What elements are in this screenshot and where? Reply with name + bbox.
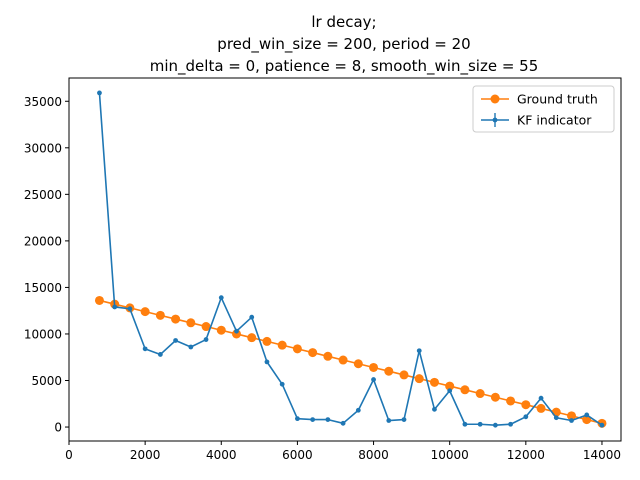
data-point xyxy=(203,337,209,342)
data-point xyxy=(492,422,498,428)
data-point xyxy=(475,389,485,399)
data-point xyxy=(338,355,348,365)
data-point xyxy=(599,422,605,428)
plot-series xyxy=(94,90,607,428)
data-point xyxy=(142,346,148,352)
data-point xyxy=(140,307,150,317)
data-point xyxy=(173,338,178,343)
x-tick-label: 0 xyxy=(65,448,73,462)
legend: Ground truth KF indicator xyxy=(472,85,615,133)
legend-marker xyxy=(490,94,500,104)
data-point xyxy=(536,403,546,413)
data-point xyxy=(414,374,424,384)
y-tick-label: 0 xyxy=(54,421,62,435)
data-point xyxy=(323,351,333,361)
data-point xyxy=(369,362,379,372)
data-point xyxy=(188,344,194,350)
data-point xyxy=(234,328,239,334)
data-point xyxy=(371,377,376,382)
data-point xyxy=(264,359,270,365)
y-tick-label: 10000 xyxy=(24,327,62,341)
x-tick-label: 14000 xyxy=(583,448,621,462)
data-point xyxy=(216,325,226,335)
data-point xyxy=(355,407,361,413)
y-tick-label: 15000 xyxy=(24,281,62,295)
series-line xyxy=(98,92,603,426)
data-point xyxy=(401,417,407,422)
series-ground-truth xyxy=(94,295,607,428)
series-kf-indicator xyxy=(97,90,605,428)
plot-frame xyxy=(68,77,622,442)
data-point xyxy=(506,396,516,406)
data-point xyxy=(94,295,104,305)
y-tick-label: 5000 xyxy=(31,374,62,388)
x-tick-label: 8000 xyxy=(358,448,389,462)
axes: 0 2000 4000 6000 8000 10000 12000 14000 0 5000 100… xyxy=(24,77,622,462)
data-point xyxy=(279,381,285,387)
data-point xyxy=(553,415,559,421)
title-line-1: lr decay; xyxy=(311,13,376,31)
data-point xyxy=(325,417,331,422)
title-line-2: pred_win_size = 200, period = 20 xyxy=(217,35,470,54)
data-point xyxy=(460,385,470,395)
data-point xyxy=(384,366,394,376)
data-point xyxy=(521,400,531,410)
data-point xyxy=(249,314,255,320)
data-point xyxy=(447,388,453,394)
data-point xyxy=(112,304,118,310)
data-point xyxy=(155,310,165,320)
data-point xyxy=(416,348,422,354)
data-point xyxy=(569,418,574,423)
data-point xyxy=(445,381,455,391)
y-tick-label: 30000 xyxy=(24,141,62,155)
data-point xyxy=(462,421,468,427)
data-point xyxy=(295,416,300,422)
data-point xyxy=(310,417,316,422)
data-point xyxy=(538,395,544,401)
data-point xyxy=(292,344,302,354)
data-point xyxy=(157,352,163,357)
data-point xyxy=(353,359,363,369)
legend-label: KF indicator xyxy=(517,113,592,128)
data-point xyxy=(186,318,196,328)
y-tick-label: 20000 xyxy=(24,234,62,248)
data-point xyxy=(340,420,346,426)
data-point xyxy=(218,295,224,301)
y-tick-label: 25000 xyxy=(24,188,62,202)
data-point xyxy=(262,336,272,346)
title-line-3: min_delta = 0, patience = 8, smooth_win_… xyxy=(150,57,539,76)
data-point xyxy=(399,370,409,380)
legend-label: Ground truth xyxy=(517,92,598,107)
x-tick-label: 10000 xyxy=(431,448,469,462)
y-tick-label: 35000 xyxy=(24,95,62,109)
data-point xyxy=(277,340,287,350)
chart-title: lr decay; pred_win_size = 200, period = … xyxy=(150,13,539,76)
data-point xyxy=(432,406,437,412)
data-point xyxy=(477,421,483,427)
series-line xyxy=(99,299,603,425)
data-point xyxy=(551,407,561,417)
data-point xyxy=(201,322,211,332)
data-point xyxy=(508,421,513,427)
x-tick-label: 12000 xyxy=(507,448,545,462)
data-point xyxy=(386,418,392,423)
data-point xyxy=(247,333,257,343)
data-point xyxy=(567,411,577,421)
data-point xyxy=(97,90,102,96)
data-point xyxy=(584,412,590,418)
data-point xyxy=(127,306,133,312)
x-tick-label: 2000 xyxy=(130,448,161,462)
data-point xyxy=(171,314,181,324)
data-point xyxy=(308,348,318,358)
data-point xyxy=(490,392,500,402)
x-tick-label: 6000 xyxy=(282,448,313,462)
x-tick-label: 4000 xyxy=(206,448,237,462)
data-point xyxy=(523,414,529,420)
data-point xyxy=(429,377,439,387)
